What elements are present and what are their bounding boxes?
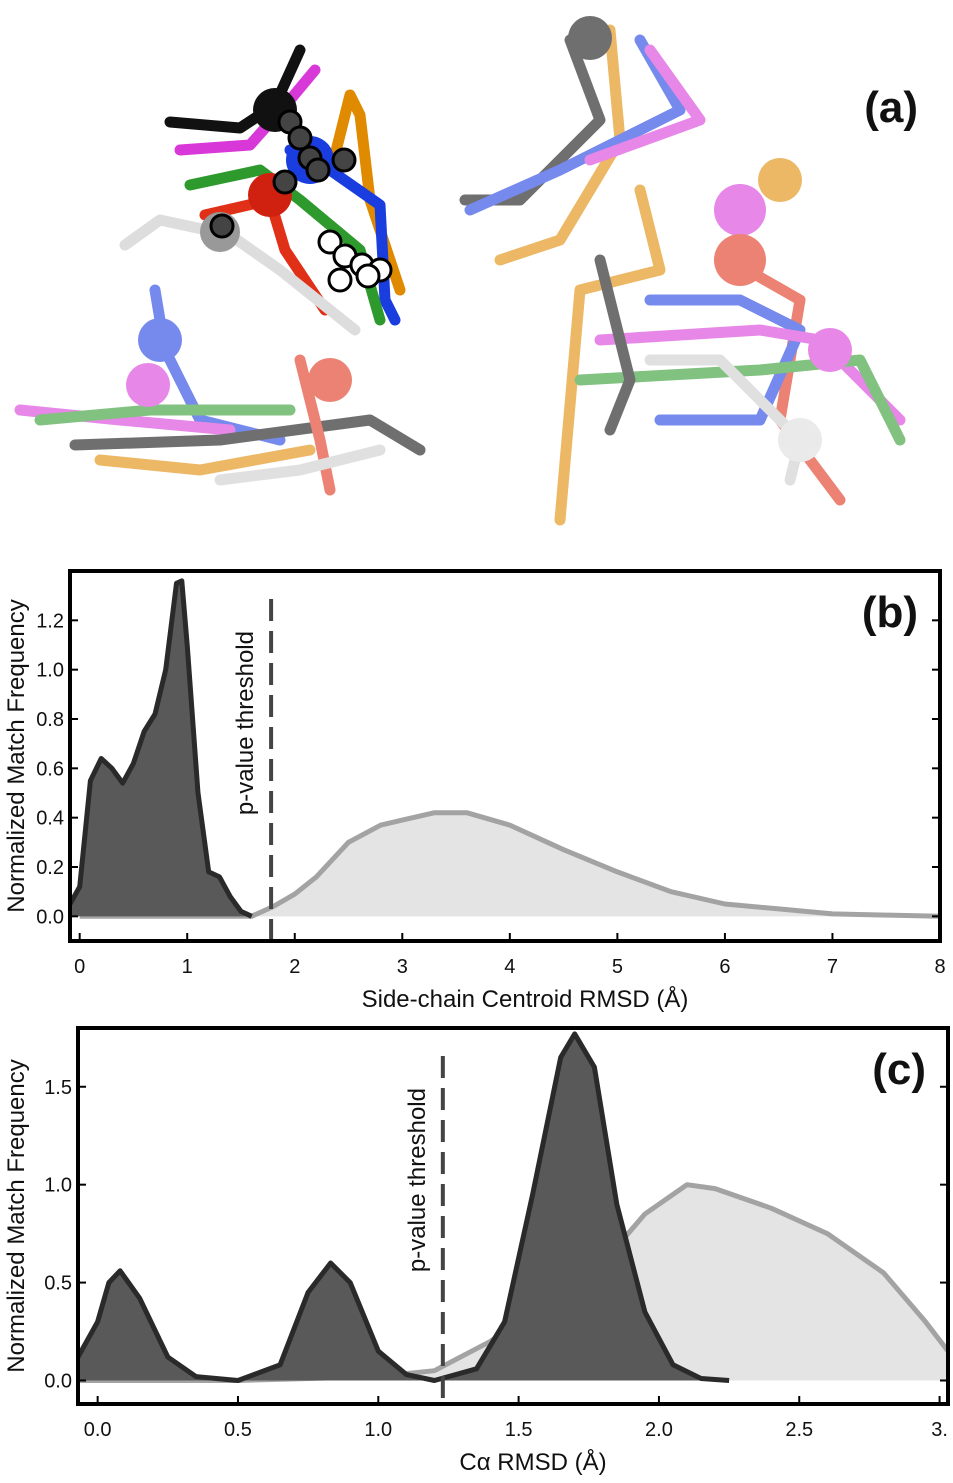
y-axis-label: Normalized Match Frequency [3, 1059, 30, 1372]
x-tick-label: 0 [74, 956, 85, 978]
y-tick-label: 0.8 [36, 709, 64, 731]
area-fill [70, 581, 252, 916]
x-tick-label: 2.5 [785, 1419, 813, 1441]
x-tick-label: 8 [934, 956, 945, 978]
panel-label: (b) [862, 588, 918, 637]
plot-area [78, 1034, 948, 1381]
threshold-label: p-value threshold [404, 1088, 431, 1272]
y-tick-label: 0.0 [44, 1371, 72, 1393]
threshold-label: p-value threshold [232, 631, 259, 815]
x-tick-label: 7 [827, 956, 838, 978]
y-tick-label: 1.5 [44, 1077, 72, 1099]
y-tick-label: 0.5 [44, 1273, 72, 1295]
x-tick-label: 3 [397, 956, 408, 978]
y-tick-label: 0.6 [36, 758, 64, 780]
x-axis-label: Cα RMSD (Å) [459, 1448, 606, 1476]
y-axis-label: Normalized Match Frequency [3, 599, 30, 912]
x-tick-label: 0.5 [224, 1419, 252, 1441]
x-tick-label: 3. [931, 1419, 948, 1441]
x-tick-label: 1.5 [505, 1419, 533, 1441]
x-tick-label: 0.0 [84, 1419, 112, 1441]
panel-label: (a) [864, 83, 918, 132]
x-tick-label: 1.0 [364, 1419, 392, 1441]
plot-area [70, 581, 940, 916]
y-tick-label: 1.0 [36, 660, 64, 682]
figure: (a) p-value threshold 0.0 0.2 0.4 0.6 0.8 1.0 1… [0, 0, 953, 1483]
y-tick-label: 1.2 [36, 610, 64, 632]
y-tick-label: 1.0 [44, 1175, 72, 1197]
x-axis-label: Side-chain Centroid RMSD (Å) [362, 985, 689, 1013]
y-tick-label: 0.2 [36, 857, 64, 879]
x-tick-label: 6 [719, 956, 730, 978]
x-tick-label: 2.0 [645, 1419, 673, 1441]
molecule-render: (a) [20, 16, 918, 520]
y-tick-label: 0.0 [36, 906, 64, 928]
panel-label: (c) [872, 1045, 926, 1094]
x-tick-label: 5 [612, 956, 623, 978]
y-tick-label: 0.4 [36, 808, 64, 830]
x-tick-label: 1 [182, 956, 193, 978]
x-tick-label: 4 [504, 956, 515, 978]
x-tick-label: 2 [289, 956, 300, 978]
